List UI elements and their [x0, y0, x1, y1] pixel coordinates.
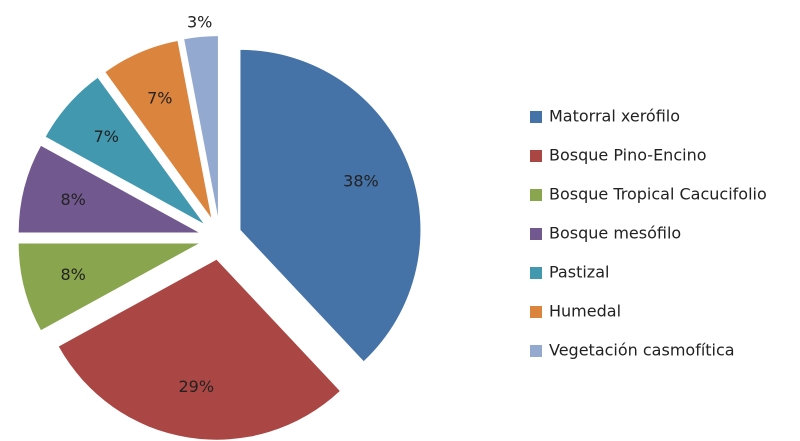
legend-swatch [530, 306, 542, 318]
pie-slice [18, 243, 199, 331]
pie-slice [240, 49, 421, 362]
legend-label: Bosque mesófilo [549, 224, 681, 243]
legend-swatch [530, 228, 542, 240]
data-label: 3% [187, 12, 212, 31]
legend-label: Pastizal [549, 263, 609, 282]
pie: 38% 29% 8% 8% 7% 7% 3% [18, 12, 421, 440]
legend-label: Vegetación casmofítica [549, 341, 735, 360]
legend: Matorral xerófilo Bosque Pino-Encino Bosqu… [530, 107, 767, 360]
data-label: 7% [94, 127, 119, 146]
legend-label: Humedal [549, 302, 621, 321]
pie-slice [18, 145, 199, 233]
legend-label: Bosque Pino-Encino [549, 146, 707, 165]
pie-slice [45, 77, 204, 224]
data-label: 7% [147, 88, 172, 107]
legend-swatch [530, 111, 542, 123]
pie-slice [184, 36, 218, 217]
legend-swatch [530, 345, 542, 357]
data-label: 8% [60, 265, 85, 284]
data-label: 29% [179, 377, 215, 396]
legend-swatch [530, 189, 542, 201]
pie-slice [58, 259, 340, 440]
data-label: 38% [343, 172, 379, 191]
legend-swatch [530, 150, 542, 162]
data-label: 8% [60, 190, 85, 209]
legend-swatch [530, 267, 542, 279]
legend-label: Matorral xerófilo [549, 107, 680, 126]
pie-slice [105, 40, 212, 218]
legend-label: Bosque Tropical Cacucifolio [549, 185, 767, 204]
